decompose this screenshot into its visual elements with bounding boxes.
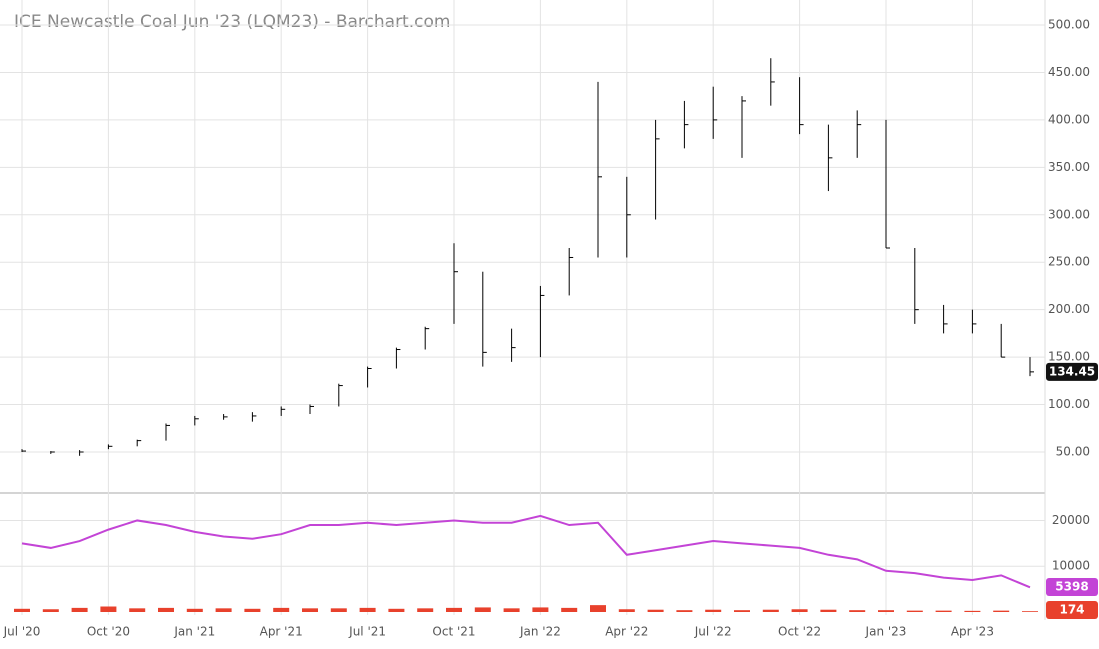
volume-bar [244,608,261,612]
y-tick-label: 100.00 [1048,397,1090,411]
volume-bar [964,610,981,612]
volume-bar [474,607,491,612]
x-tick-label: Apr '21 [260,625,303,639]
volume-bar [734,610,750,612]
volume-bar [330,608,347,612]
volume-bar [273,607,290,612]
volume-bar [71,607,88,612]
volume-bar [618,609,635,612]
x-tick-label: Oct '22 [778,625,821,639]
volume-bar [705,609,722,612]
volume-bar [503,608,520,612]
volume-bar [1022,611,1038,612]
y-tick-label: 20000 [1052,513,1090,527]
x-tick-label: Jul '22 [694,625,732,639]
volume-bar [791,609,808,612]
open-interest-line [21,514,1031,589]
volume-bar [849,610,866,612]
volume-bar [417,608,434,612]
x-tick-label: Oct '21 [432,625,475,639]
y-tick-label: 200.00 [1048,302,1090,316]
volume-bar [302,608,318,612]
last-value-badge [1046,601,1098,619]
y-tick-label: 150.00 [1048,350,1090,364]
volume-bar [186,608,203,612]
y-tick-label: 350.00 [1048,160,1090,174]
x-tick-label: Apr '22 [605,625,648,639]
last-value-label: 174 [1059,603,1084,617]
volume-bar [762,609,779,612]
volume-bar [42,609,59,612]
last-value-badge [1046,362,1098,381]
volume-bar [446,607,462,612]
volume-bar [215,608,232,612]
volume-bar [993,610,1010,612]
volume-bar [906,610,923,612]
volume-bar [590,605,606,612]
last-value-badge [1046,578,1098,596]
y-tick-label: 400.00 [1048,112,1090,126]
volume-bar [561,607,578,612]
x-tick-label: Jul '21 [348,625,386,639]
volume-bar [878,610,894,612]
x-tick-label: Jan '21 [173,625,215,639]
volume-bar [158,607,174,612]
x-tick-label: Jul '20 [3,625,41,639]
volume-bar [935,610,952,612]
x-tick-label: Jan '23 [865,625,907,639]
volume-bar [820,609,837,612]
volume-bar [100,606,117,612]
y-tick-label: 250.00 [1048,255,1090,269]
volume-bar [14,608,30,612]
x-tick-label: Jan '22 [519,625,561,639]
volume-bar [676,610,693,612]
y-tick-label: 50.00 [1056,445,1090,459]
y-tick-label: 450.00 [1048,65,1090,79]
volume-bar [388,608,405,612]
volume-bar [359,607,376,612]
x-tick-label: Oct '20 [87,625,130,639]
chart-title: ICE Newcastle Coal Jun '23 (LQM23) - Bar… [14,12,450,32]
volume-bar [129,608,146,612]
x-tick-label: Apr '23 [951,625,994,639]
volume-bar [647,609,664,612]
volume-bar [532,607,549,612]
y-tick-label: 500.00 [1048,18,1090,32]
last-value-label: 134.45 [1049,364,1095,378]
last-value-label: 5398 [1055,580,1088,594]
y-tick-label: 300.00 [1048,207,1090,221]
y-tick-label: 10000 [1052,559,1090,573]
